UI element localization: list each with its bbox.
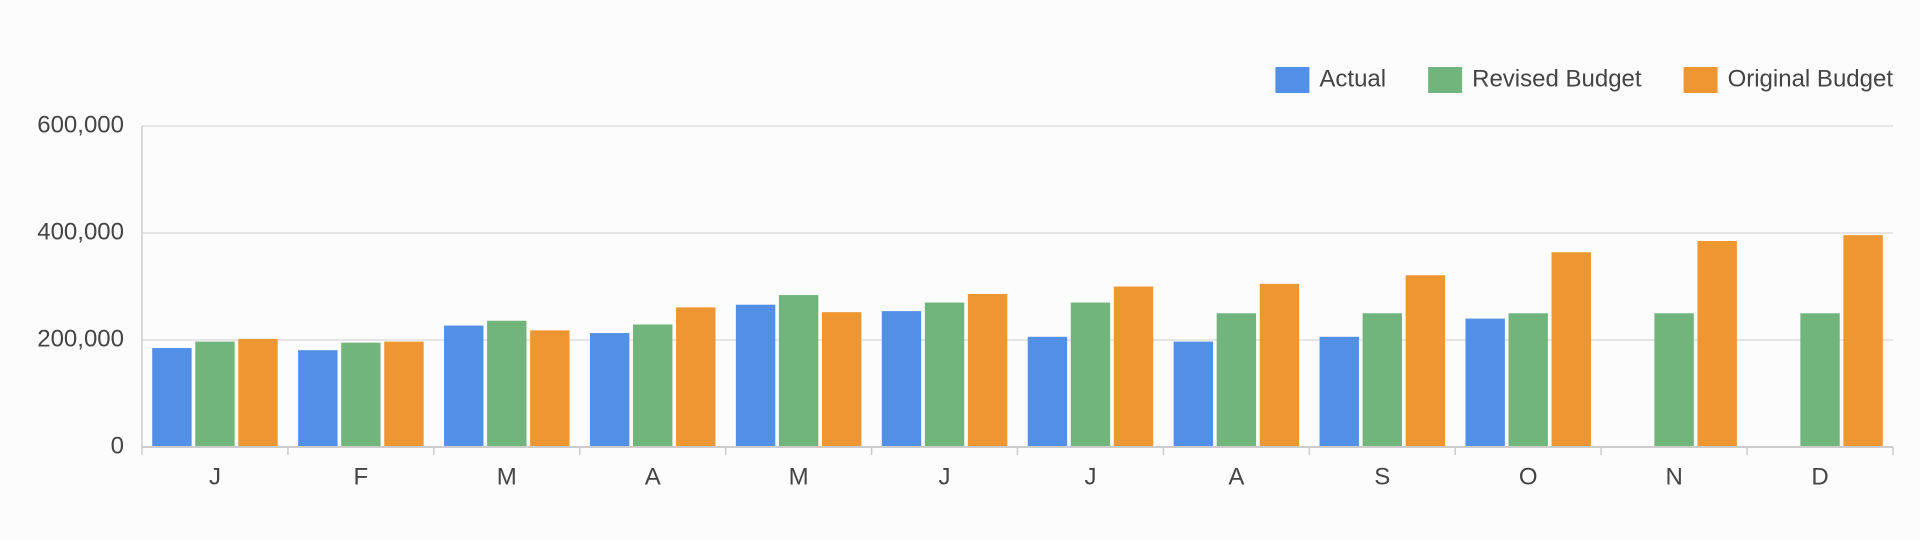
bar (530, 330, 570, 447)
bar (967, 293, 1008, 447)
bar (238, 338, 278, 447)
bar (1800, 313, 1840, 447)
x-tick-label: M (789, 463, 809, 490)
bar (1319, 336, 1359, 447)
bar (195, 341, 235, 447)
bar (1843, 235, 1883, 447)
x-tick-label: F (354, 463, 369, 490)
bar (341, 342, 381, 447)
bar (298, 350, 338, 447)
bar (1405, 275, 1446, 447)
legend-label: Original Budget (1728, 65, 1894, 92)
bar (735, 304, 776, 447)
x-tick-label: M (497, 463, 517, 490)
bar (924, 302, 965, 447)
x-tick-label: J (1084, 463, 1096, 490)
x-tick-label: N (1665, 463, 1682, 490)
bar (1654, 313, 1694, 447)
bar (384, 341, 424, 447)
y-tick-label: 0 (111, 432, 124, 459)
bar (487, 320, 527, 447)
legend-label: Actual (1319, 65, 1386, 92)
bar (633, 324, 673, 447)
x-tick-label: D (1811, 463, 1828, 490)
bar (152, 348, 192, 447)
bar (1070, 302, 1111, 447)
x-tick-label: J (939, 463, 951, 490)
x-tick-label: A (1228, 463, 1244, 490)
bar (1551, 252, 1591, 447)
bar (821, 312, 862, 447)
legend-swatch (1275, 67, 1310, 93)
x-tick-label: S (1374, 463, 1390, 490)
bar (1362, 313, 1402, 447)
bar (881, 311, 922, 447)
y-tick-label: 400,000 (37, 218, 124, 245)
bar (1697, 241, 1737, 447)
bar (444, 325, 484, 447)
y-tick-label: 200,000 (37, 325, 124, 352)
bar (1259, 283, 1300, 447)
bar (1216, 313, 1257, 447)
bar (1113, 286, 1154, 447)
bar (676, 307, 716, 447)
legend-swatch (1683, 67, 1718, 93)
bar (1173, 341, 1214, 447)
bar (589, 333, 630, 447)
bar (1465, 318, 1505, 447)
y-tick-label: 600,000 (37, 111, 124, 138)
x-tick-label: O (1519, 463, 1538, 490)
x-tick-label: J (209, 463, 221, 490)
bar (1027, 336, 1068, 447)
x-tick-label: A (645, 463, 661, 490)
bar (1508, 313, 1548, 447)
bar (778, 295, 819, 447)
legend-swatch (1428, 67, 1463, 93)
legend-label: Revised Budget (1472, 65, 1642, 92)
